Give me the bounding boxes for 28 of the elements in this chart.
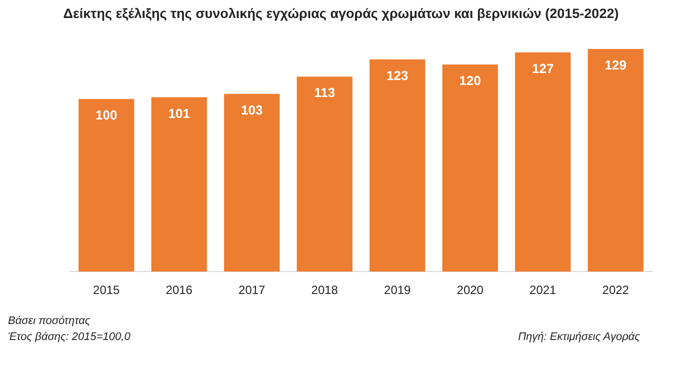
bar [224,94,280,272]
x-tick-label: 2021 [530,283,557,298]
x-tick-label: 2019 [384,283,412,298]
x-tick-label: 2017 [238,283,266,298]
data-label: 127 [532,61,554,76]
data-label: 123 [386,68,408,83]
data-label: 113 [314,85,336,100]
bar [588,48,644,272]
bar [442,64,498,272]
x-tick-label: 2015 [93,283,120,298]
bar [515,52,571,272]
x-tick-label: 2016 [166,283,193,298]
x-tick-label: 2018 [311,283,338,298]
text: Βάσει ποσότητας [8,315,90,327]
data-label: 100 [96,108,118,123]
data-label: 101 [168,106,190,121]
x-tick-label: 2020 [456,283,484,298]
bar [370,59,426,272]
text: Πηγή: Εκτιμήσεις Αγοράς [518,331,640,343]
data-label: 120 [459,73,481,88]
bar [78,99,134,272]
text: Έτος βάσης: 2015=100,0 [8,331,130,343]
x-tick-label: 2022 [602,283,630,298]
bar [151,97,207,272]
data-label: 129 [604,58,626,73]
chart-title: Δείκτης εξέλιξης της συνολικής εγχώριας αγοράς χρωμάτων και βερνικιών (2015-2022) [62,6,620,21]
bar [296,76,352,272]
data-label: 103 [241,102,263,118]
